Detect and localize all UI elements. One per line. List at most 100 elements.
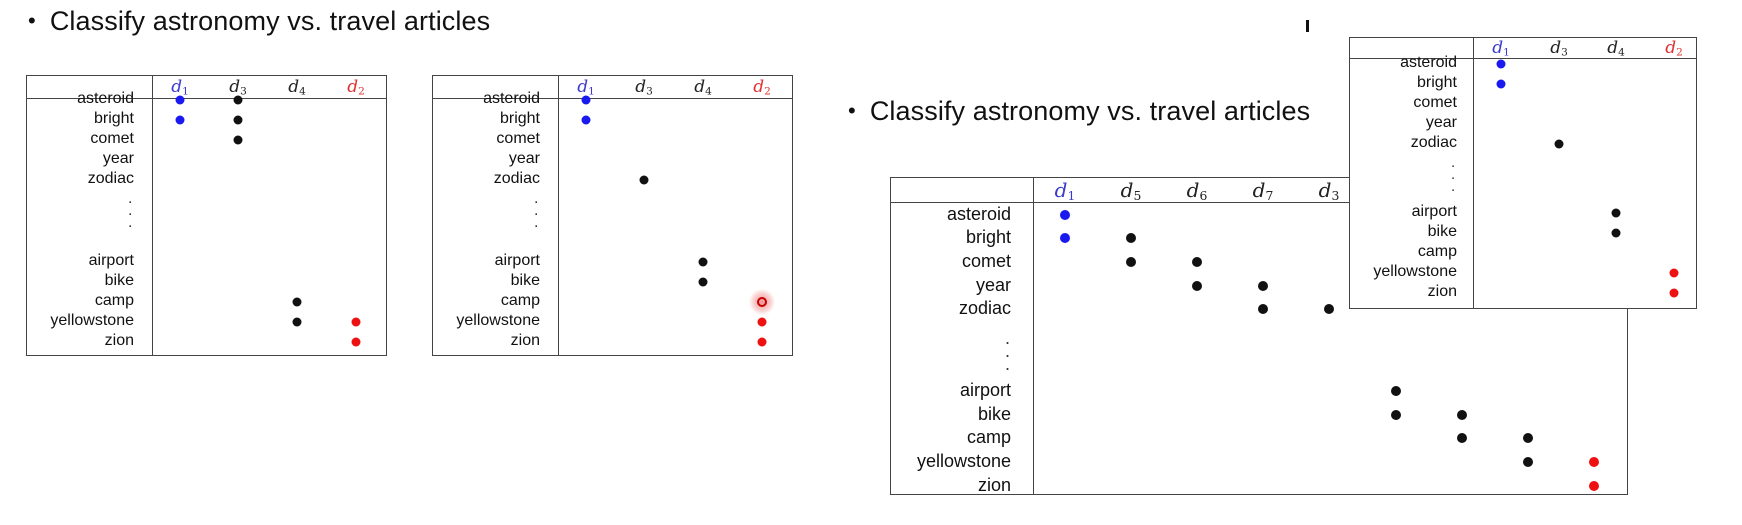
column-header-letter: d (1492, 38, 1504, 58)
header-rule (27, 98, 386, 99)
label-column-rule (1033, 178, 1034, 494)
row-label-airport: airport (494, 252, 540, 269)
row-label-asteroid: asteroid (483, 90, 540, 107)
column-header: d5 (1121, 180, 1142, 203)
column-header: d4 (694, 79, 712, 97)
heading-left-text: Classify astronomy vs. travel articles (49, 5, 491, 36)
column-header-subscript: 3 (1561, 46, 1568, 59)
column-header-letter: d (635, 77, 647, 97)
occurrence-dot (1457, 410, 1467, 420)
row-label-asteroid: asteroid (1400, 54, 1457, 71)
occurrence-dot (581, 115, 591, 125)
occurrence-dot (233, 115, 243, 125)
column-header-subscript: 3 (1331, 188, 1340, 204)
column-header-subscript: 2 (1676, 46, 1683, 59)
row-label-bike: bike (510, 272, 540, 289)
term-document-table-d: d1 d3 d4 d2 asteroid bright comet year zodiac air… (1349, 37, 1697, 309)
row-label-asteroid: asteroid (946, 204, 1011, 224)
row-label-camp: camp (1417, 243, 1457, 260)
row-label-zion: zion (104, 332, 134, 349)
row-label-year: year (508, 150, 540, 167)
occurrence-dot (1324, 304, 1334, 314)
row-label-bright: bright (93, 110, 134, 127)
column-header-subscript: 6 (1199, 188, 1208, 204)
column-header: d6 (1187, 180, 1208, 203)
occurrence-dot (292, 297, 302, 307)
column-header-letter: d (753, 77, 765, 97)
occurrence-dot (698, 257, 708, 267)
row-label-comet: comet (1413, 94, 1457, 111)
row-label-zion: zion (1427, 283, 1457, 300)
occurrence-dot (1669, 288, 1679, 298)
occurrence-dot (1589, 481, 1599, 491)
row-label-comet: comet (496, 130, 540, 147)
column-header-subscript: 2 (358, 85, 365, 98)
column-header: d1 (1055, 180, 1076, 203)
row-label-zodiac: zodiac (958, 298, 1011, 318)
heading-right-text: Classify astronomy vs. travel articles (869, 95, 1311, 126)
row-label-bright: bright (965, 227, 1011, 247)
row-label-bright: bright (499, 110, 540, 127)
row-label-zodiac: zodiac (493, 170, 540, 187)
column-header-subscript: 1 (182, 85, 189, 98)
bullet-icon: • (28, 8, 36, 33)
occurrence-dot (698, 277, 708, 287)
occurrence-dot (1611, 228, 1621, 238)
column-header: d3 (1319, 180, 1340, 203)
occurrence-dot (351, 317, 361, 327)
heading-left: • Classify astronomy vs. travel articles (28, 4, 490, 38)
column-header-subscript: 3 (240, 85, 247, 98)
row-label-airport: airport (88, 252, 134, 269)
occurrence-dot (233, 135, 243, 145)
column-header-letter: d (229, 77, 241, 97)
column-header-subscript: 1 (588, 85, 595, 98)
row-label-bright: bright (1416, 74, 1457, 91)
occurrence-dot (1523, 433, 1533, 443)
row-label-yellowstone: yellowstone (456, 312, 540, 329)
column-header-subscript: 4 (705, 85, 712, 98)
occurrence-dot (292, 317, 302, 327)
column-header-subscript: 7 (1265, 188, 1274, 204)
column-header: d1 (577, 79, 595, 97)
column-header: d3 (229, 79, 247, 97)
header-rule (1350, 58, 1696, 59)
occurrence-dot (757, 317, 767, 327)
ellipsis-dot: . (1451, 166, 1456, 183)
occurrence-dot (1060, 210, 1070, 220)
row-label-zion: zion (977, 475, 1011, 495)
occurrence-dot (1192, 257, 1202, 267)
row-label-zodiac: zodiac (87, 170, 134, 187)
column-header: d3 (635, 79, 653, 97)
column-header-letter: d (171, 77, 183, 97)
column-header-letter: d (694, 77, 706, 97)
header-rule (433, 98, 792, 99)
row-label-year: year (1425, 114, 1457, 131)
column-header-letter: d (577, 77, 589, 97)
occurrence-dot (1126, 257, 1136, 267)
occurrence-dot (351, 337, 361, 347)
column-header-subscript: 1 (1503, 46, 1510, 59)
row-label-camp: camp (500, 292, 540, 309)
column-header-letter: d (1120, 178, 1134, 202)
label-column-rule (152, 76, 153, 355)
column-header-subscript: 3 (646, 85, 653, 98)
term-document-table-b: d1 d3 d4 d2 asteroid bright comet year zodiac air… (432, 75, 793, 356)
row-label-comet: comet (961, 251, 1011, 271)
occurrence-dot (175, 115, 185, 125)
column-header-letter: d (347, 77, 359, 97)
ellipsis-dot: . (1005, 341, 1011, 361)
column-header-letter: d (1665, 38, 1677, 58)
occurrence-dot (1391, 410, 1401, 420)
occurrence-dot (1457, 433, 1467, 443)
column-header-letter: d (1550, 38, 1562, 58)
column-header-letter: d (288, 77, 300, 97)
row-label-bike: bike (1427, 223, 1457, 240)
row-label-airport: airport (1411, 203, 1457, 220)
occurrence-dot (1258, 281, 1268, 291)
ellipsis-dot: . (1005, 354, 1011, 374)
occurrence-dot (175, 95, 185, 105)
header-rule (891, 202, 1627, 203)
occurrence-dot (1126, 233, 1136, 243)
term-document-table-a: d1 d3 d4 d2 asteroid bright comet year zodiac air… (26, 75, 387, 356)
occurrence-dot (1258, 304, 1268, 314)
